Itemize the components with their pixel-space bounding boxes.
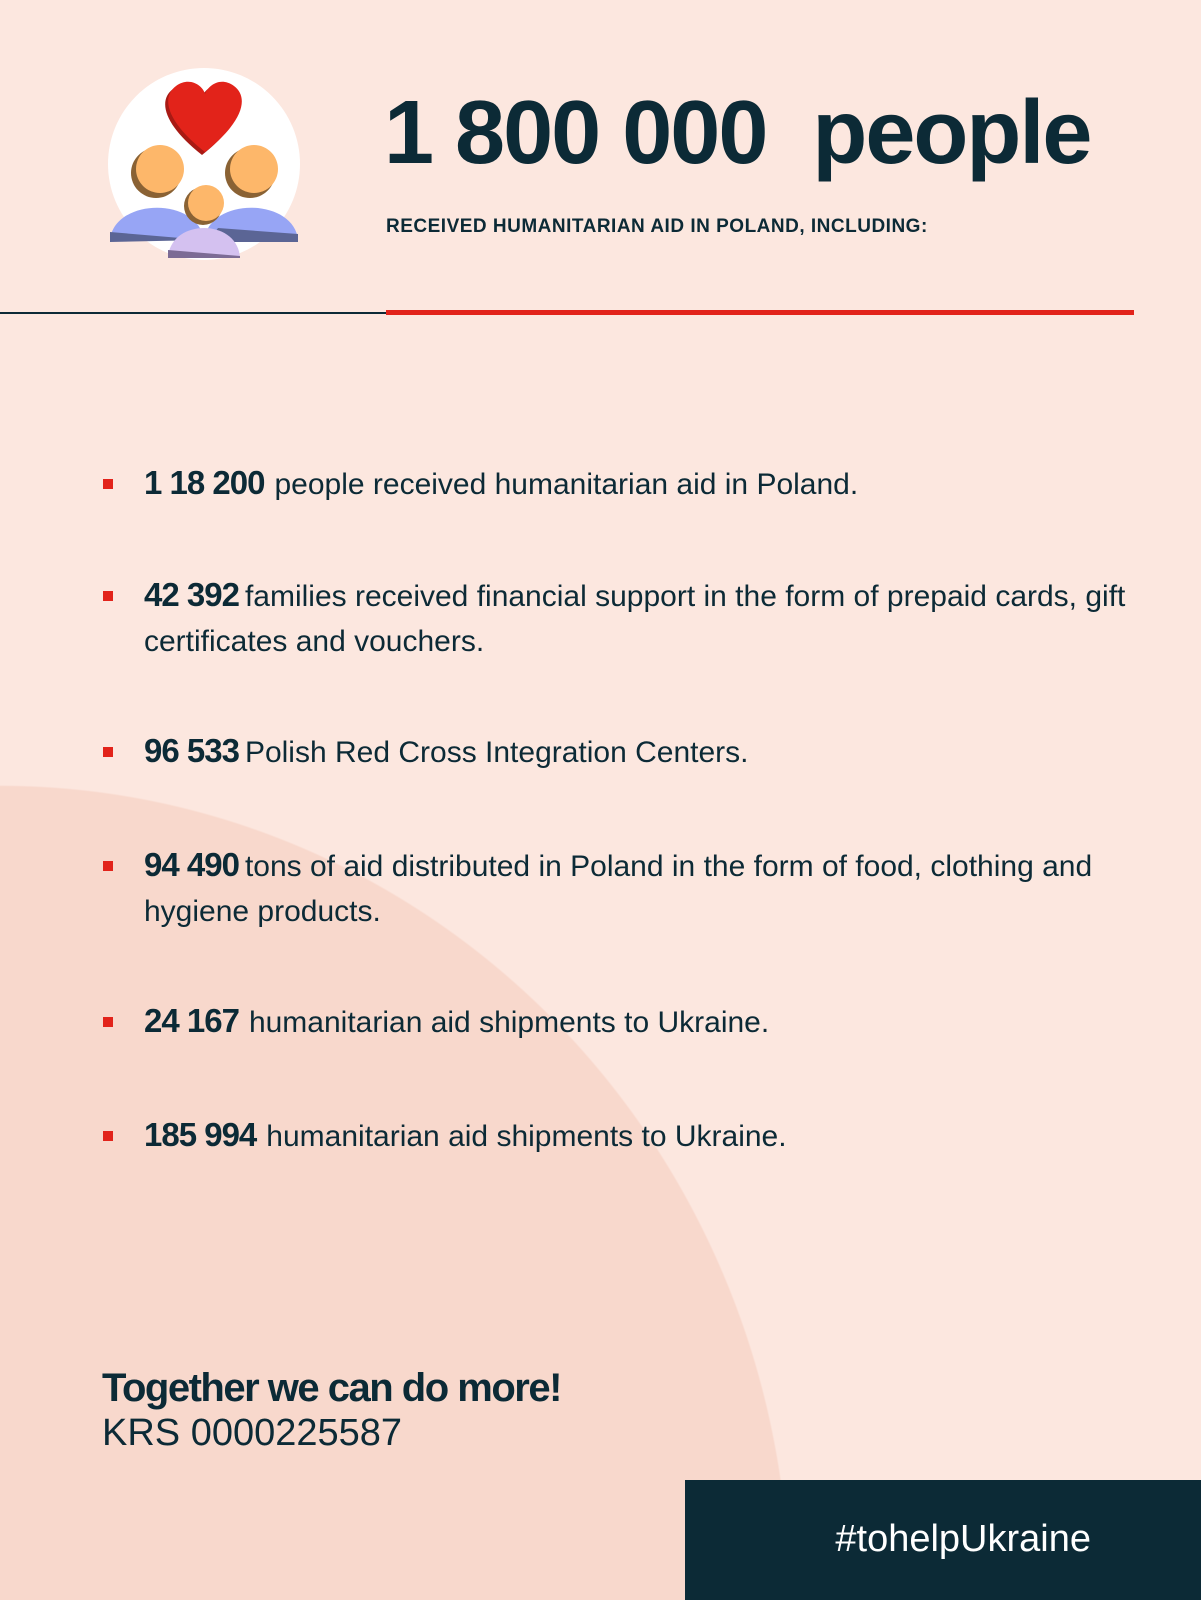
stat-text: families received financial support in t… bbox=[144, 580, 1126, 658]
divider bbox=[0, 312, 386, 314]
family-heart-icon bbox=[108, 68, 300, 260]
accent-divider bbox=[386, 310, 1134, 315]
bullet-icon bbox=[103, 747, 113, 757]
list-item: 185 994 humanitarian aid shipments to Ukr… bbox=[100, 1112, 1140, 1159]
stat-text: humanitarian aid shipments to Ukraine. bbox=[266, 1120, 787, 1153]
bullet-icon bbox=[103, 1131, 113, 1141]
bullet-icon bbox=[103, 861, 113, 871]
call-to-action: Together we can do more! bbox=[102, 1366, 562, 1410]
stat-text: people received humanitarian aid in Pola… bbox=[274, 468, 859, 501]
stat-number: 94 490 bbox=[144, 846, 240, 883]
stat-number: 42 392 bbox=[144, 576, 240, 613]
headline: 1 800 000 people bbox=[384, 83, 1092, 183]
list-item: 1 18 200 people received humanitarian aid… bbox=[100, 460, 1140, 507]
list-item: 42 392 families received financial suppor… bbox=[100, 572, 1140, 664]
bullet-icon bbox=[103, 591, 113, 601]
list-item: 96 533 Polish Red Cross Integration Cente… bbox=[100, 728, 1140, 775]
hashtag-box: #tohelpUkraine bbox=[685, 1480, 1201, 1600]
stat-text: tons of aid distributed in Poland in the… bbox=[144, 850, 1093, 928]
stat-text: Polish Red Cross Integration Centers. bbox=[244, 736, 749, 769]
stat-number: 185 994 bbox=[144, 1116, 257, 1153]
stat-number: 24 167 bbox=[144, 1002, 240, 1039]
stat-number: 1 18 200 bbox=[144, 464, 265, 501]
subtitle: RECEIVED HUMANITARIAN AID IN POLAND, INC… bbox=[386, 216, 928, 237]
list-item: 94 490 tons of aid distributed in Poland … bbox=[100, 842, 1140, 934]
stat-text: humanitarian aid shipments to Ukraine. bbox=[248, 1006, 770, 1039]
hashtag: #tohelpUkraine bbox=[835, 1518, 1091, 1560]
list-item: 24 167 humanitarian aid shipments to Ukra… bbox=[100, 998, 1140, 1045]
bullet-icon bbox=[103, 1017, 113, 1027]
stat-number: 96 533 bbox=[144, 732, 240, 769]
krs-number: KRS 0000225587 bbox=[102, 1412, 403, 1454]
bullet-icon bbox=[103, 479, 113, 489]
